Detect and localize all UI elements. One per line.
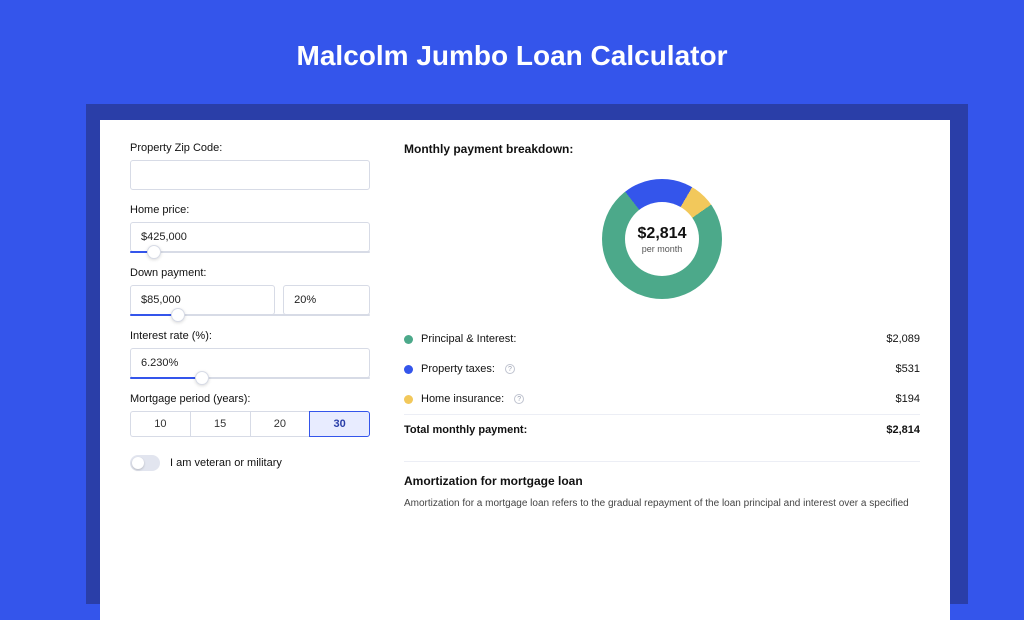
zip-label: Property Zip Code: (130, 142, 370, 154)
donut-chart-wrap: $2,814 per month (404, 164, 920, 314)
donut-chart: $2,814 per month (602, 179, 722, 299)
calculator-card: Property Zip Code: Home price: Down paym… (100, 120, 950, 620)
breakdown-total-row: Total monthly payment: $2,814 (404, 414, 920, 445)
breakdown-row: Property taxes:? $531 (404, 354, 920, 384)
donut-center: $2,814 per month (625, 202, 699, 276)
breakdown-rows: Principal & Interest: $2,089 Property taxe… (404, 324, 920, 414)
interest-rate-input[interactable] (130, 348, 370, 378)
legend-dot (404, 395, 413, 404)
breakdown-item-label: Home insurance: (421, 393, 504, 405)
interest-rate-slider[interactable] (130, 377, 370, 379)
down-payment-input[interactable] (130, 285, 275, 315)
amortization-title: Amortization for mortgage loan (404, 474, 920, 488)
field-interest-rate: Interest rate (%): (130, 330, 370, 379)
interest-rate-label: Interest rate (%): (130, 330, 370, 342)
down-payment-label: Down payment: (130, 267, 370, 279)
breakdown-item-label: Principal & Interest: (421, 333, 516, 345)
mortgage-period-option[interactable]: 15 (190, 411, 250, 437)
breakdown-title: Monthly payment breakdown: (404, 142, 920, 156)
interest-rate-slider-fill (130, 377, 202, 379)
info-icon[interactable]: ? (514, 394, 524, 404)
legend-dot (404, 335, 413, 344)
mortgage-period-option[interactable]: 30 (309, 411, 370, 437)
donut-value: $2,814 (638, 225, 687, 243)
field-mortgage-period: Mortgage period (years): 10152030 (130, 393, 370, 437)
mortgage-period-label: Mortgage period (years): (130, 393, 370, 405)
page-title: Malcolm Jumbo Loan Calculator (0, 0, 1024, 98)
home-price-input[interactable] (130, 222, 370, 252)
home-price-label: Home price: (130, 204, 370, 216)
home-price-slider[interactable] (130, 251, 370, 253)
field-down-payment: Down payment: (130, 267, 370, 316)
down-payment-percent-input[interactable] (283, 285, 370, 315)
breakdown-row: Principal & Interest: $2,089 (404, 324, 920, 354)
veteran-toggle[interactable] (130, 455, 160, 471)
zip-input[interactable] (130, 160, 370, 190)
field-veteran: I am veteran or military (130, 455, 370, 471)
info-icon[interactable]: ? (505, 364, 515, 374)
down-payment-slider-thumb[interactable] (171, 308, 185, 322)
divider (404, 461, 920, 462)
home-price-slider-thumb[interactable] (147, 245, 161, 259)
breakdown-item-label: Property taxes: (421, 363, 495, 375)
interest-rate-slider-thumb[interactable] (195, 371, 209, 385)
breakdown-item-value: $2,089 (886, 333, 920, 345)
mortgage-period-options: 10152030 (130, 411, 370, 437)
breakdown-item-value: $531 (896, 363, 920, 375)
total-value: $2,814 (886, 424, 920, 436)
breakdown-row: Home insurance:? $194 (404, 384, 920, 414)
mortgage-period-option[interactable]: 20 (250, 411, 310, 437)
form-column: Property Zip Code: Home price: Down paym… (130, 142, 370, 598)
veteran-label: I am veteran or military (170, 457, 282, 469)
breakdown-column: Monthly payment breakdown: $2,814 per mo… (404, 142, 920, 598)
breakdown-item-value: $194 (896, 393, 920, 405)
field-home-price: Home price: (130, 204, 370, 253)
down-payment-slider[interactable] (130, 314, 370, 316)
mortgage-period-option[interactable]: 10 (130, 411, 190, 437)
legend-dot (404, 365, 413, 374)
field-zip: Property Zip Code: (130, 142, 370, 190)
total-label: Total monthly payment: (404, 424, 527, 436)
donut-sublabel: per month (642, 244, 683, 254)
amortization-text: Amortization for a mortgage loan refers … (404, 496, 920, 511)
